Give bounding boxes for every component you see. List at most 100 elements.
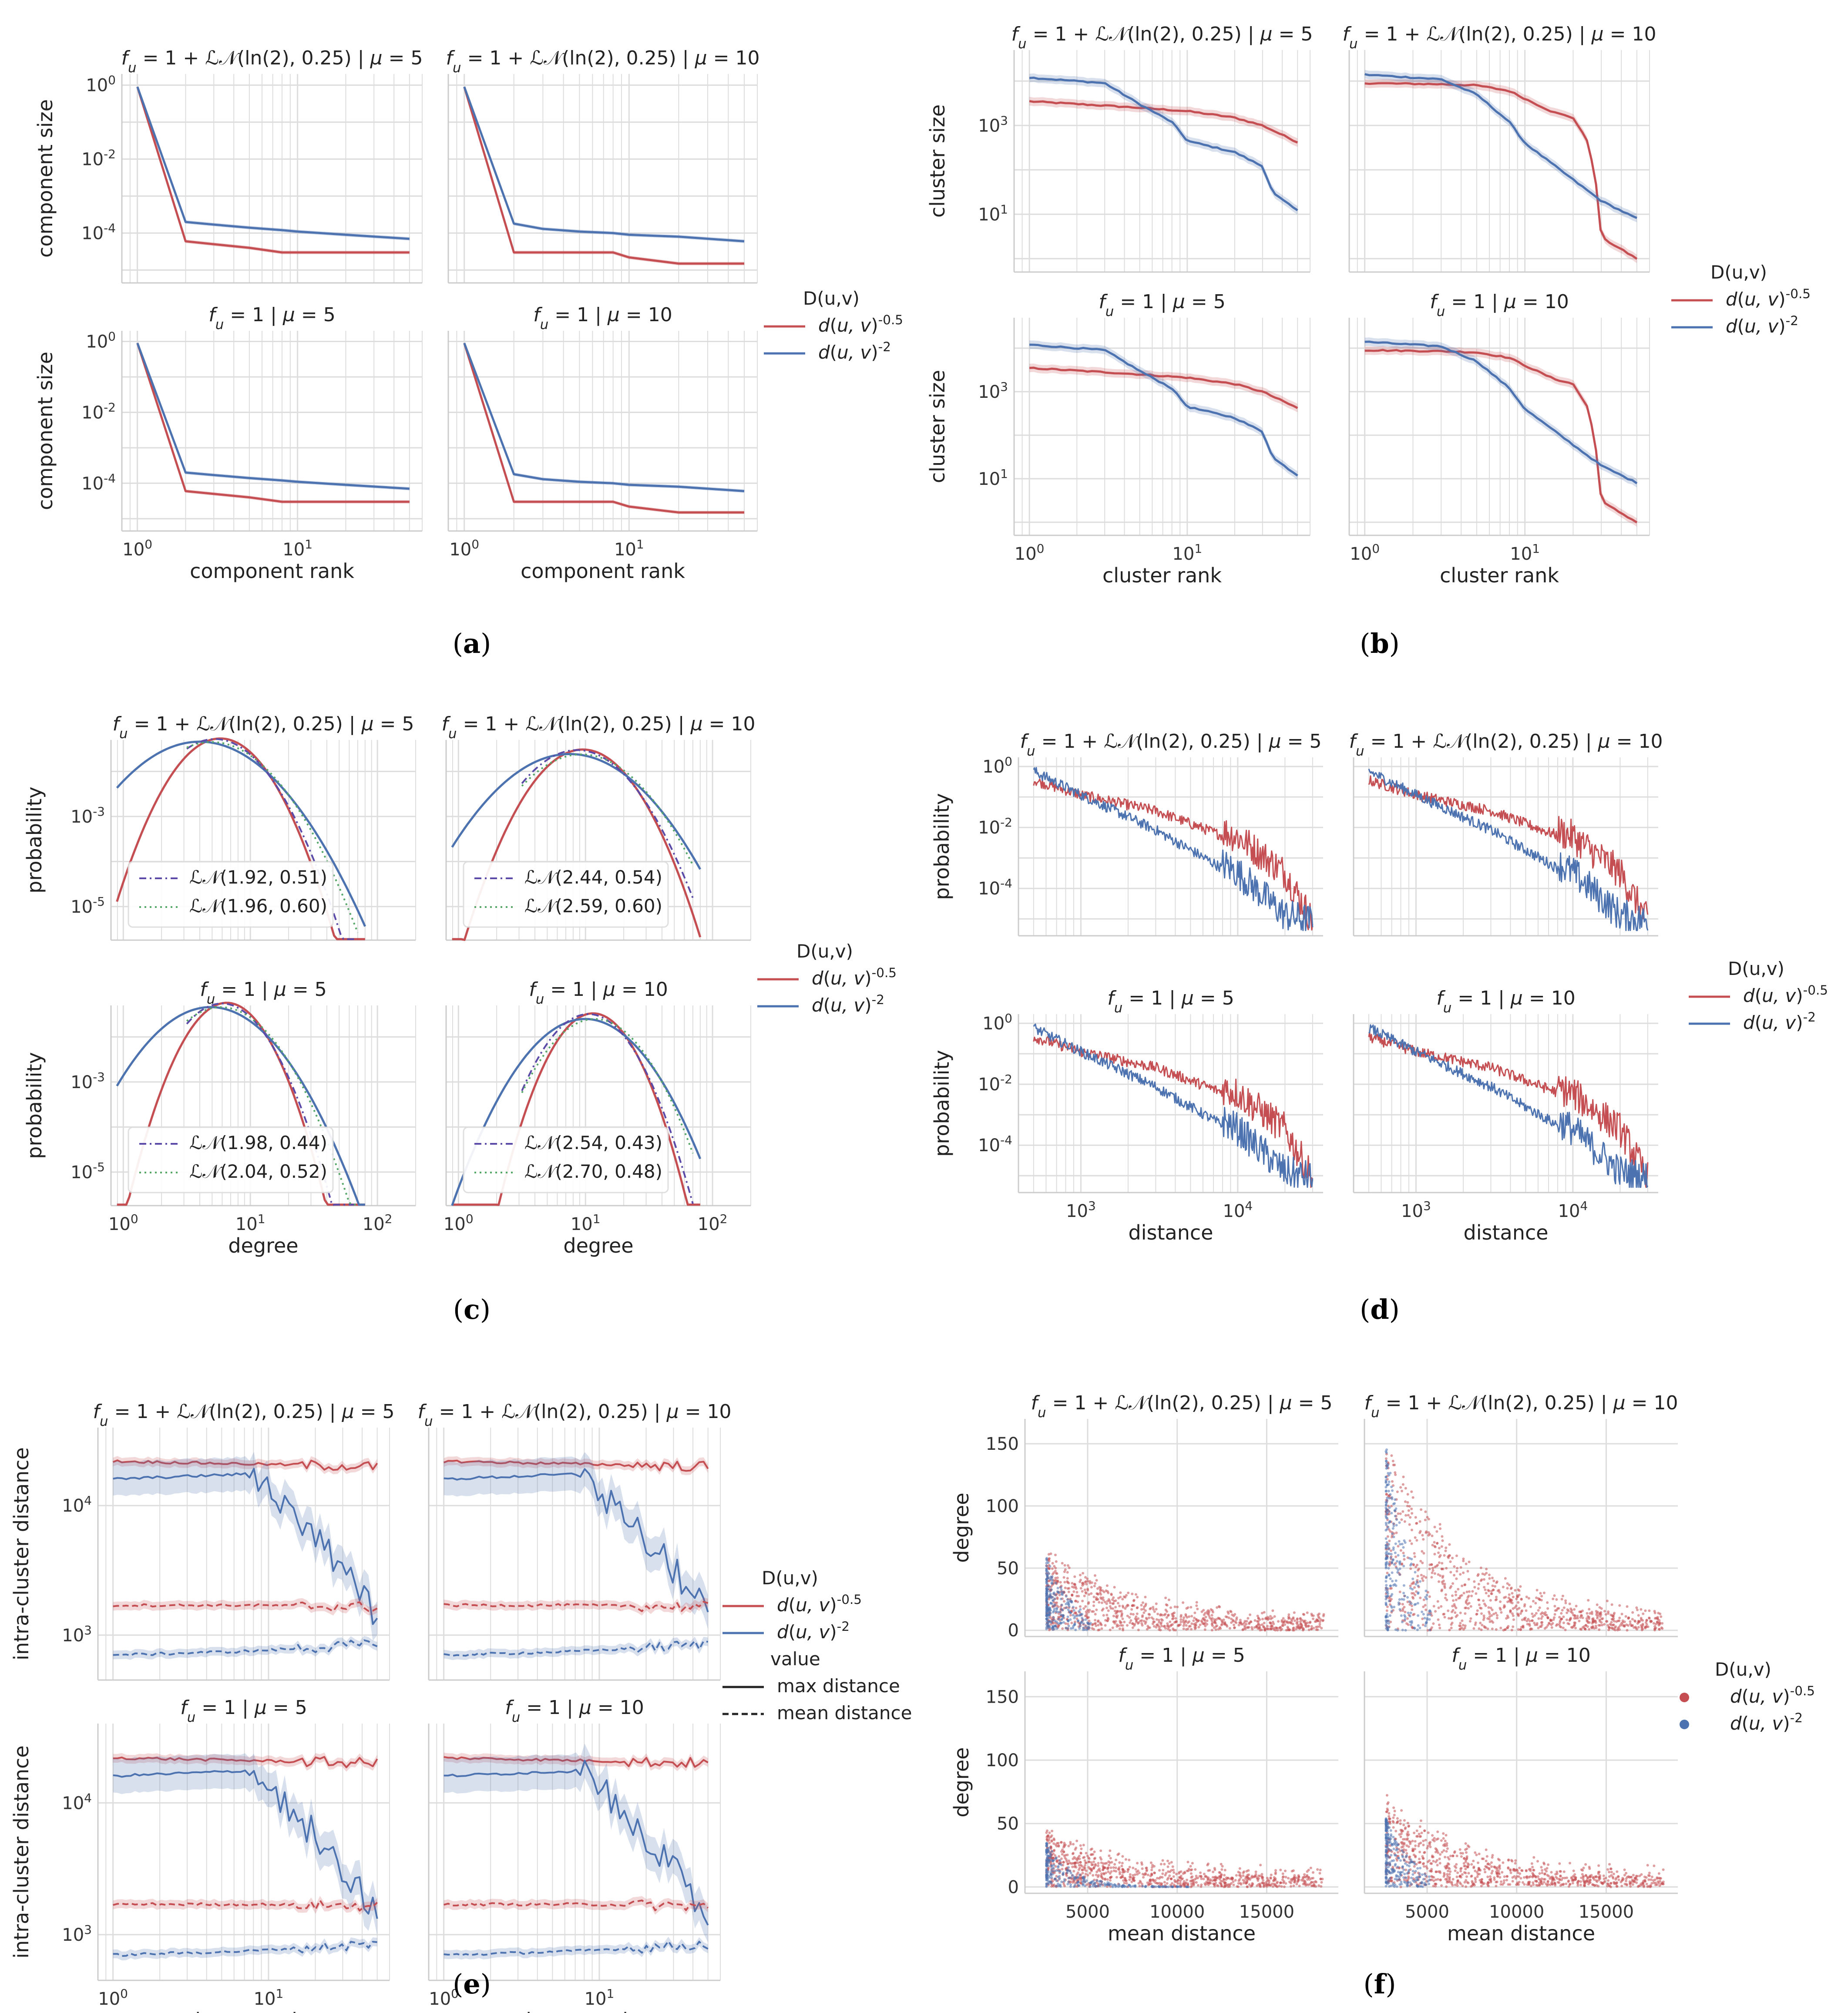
scatter-point-red <box>1555 1624 1558 1627</box>
y-axis-label-part: probability <box>930 1050 954 1156</box>
scatter-point-red <box>1063 1570 1066 1573</box>
scatter-point-blue <box>1424 1596 1427 1599</box>
scatter-point-red <box>1218 1875 1221 1878</box>
scatter-point-red <box>1468 1620 1472 1623</box>
scatter-point-red <box>1315 1620 1318 1623</box>
legend-value-title: value <box>770 1648 820 1670</box>
legend-label-part: u, v <box>1762 985 1796 1006</box>
scatter-point-red <box>1227 1616 1230 1620</box>
legend-label: d(u, v)-0.5 <box>818 313 903 336</box>
subplot-title-3-part: = 1 | <box>544 978 603 1001</box>
scatter-point-red <box>1090 1586 1093 1589</box>
scatter-point-red <box>1085 1612 1088 1615</box>
scatter-point-red <box>1419 1819 1422 1822</box>
scatter-point-red <box>1176 1882 1179 1885</box>
scatter-point-red <box>1220 1623 1223 1626</box>
scatter-point-red <box>1581 1616 1584 1620</box>
scatter-point-red <box>1259 1884 1262 1887</box>
scatter-point-red <box>1491 1576 1494 1579</box>
scatter-point-red <box>1216 1884 1219 1887</box>
scatter-point-red <box>1430 1563 1433 1566</box>
scatter-point-red <box>1185 1624 1188 1627</box>
scatter-point-red <box>1511 1880 1514 1883</box>
subplot-title-3-part: u <box>512 1710 521 1725</box>
y-tick-label-part: 10 <box>71 897 93 917</box>
scatter-point-red <box>1500 1880 1503 1883</box>
scatter-point-blue <box>1052 1619 1055 1622</box>
scatter-point-red <box>1523 1617 1526 1620</box>
scatter-point-red <box>1586 1620 1589 1623</box>
scatter-point-red <box>1110 1870 1113 1873</box>
scatter-point-blue <box>1051 1596 1054 1599</box>
panel-a: fu = 1 + ℒ𝒩(ln(2), 0.25) | μ = 510010-21… <box>34 47 903 583</box>
scatter-point-blue <box>1386 1592 1389 1595</box>
scatter-point-red <box>1278 1884 1281 1887</box>
series-line-blue <box>113 1639 378 1657</box>
scatter-point-red <box>1422 1575 1425 1578</box>
scatter-point-red <box>1084 1605 1087 1608</box>
scatter-point-red <box>1155 1602 1158 1605</box>
scatter-point-red <box>1232 1880 1235 1883</box>
legend-label-part: ) <box>864 968 871 989</box>
scatter-point-red <box>1139 1881 1142 1884</box>
scatter-point-red <box>1401 1603 1404 1606</box>
scatter-point-red <box>1085 1580 1088 1583</box>
scatter-point-red <box>1456 1567 1459 1569</box>
scatter-point-red <box>1250 1876 1253 1879</box>
scatter-point-blue <box>1393 1606 1396 1609</box>
scatter-point-red <box>1199 1871 1202 1874</box>
scatter-point-red <box>1196 1876 1200 1879</box>
legend-label-part: ) <box>1778 289 1785 310</box>
scatter-point-red <box>1656 1618 1659 1621</box>
scatter-point-blue <box>1050 1582 1053 1584</box>
scatter-point-blue <box>1413 1627 1416 1630</box>
series-line-red <box>463 343 744 514</box>
scatter-point-red <box>1394 1473 1397 1476</box>
scatter-point-red <box>1561 1609 1564 1612</box>
scatter-point-red <box>1195 1618 1198 1621</box>
scatter-point-blue <box>1047 1882 1050 1885</box>
scatter-point-red <box>1162 1868 1165 1872</box>
scatter-point-red <box>1106 1878 1109 1881</box>
scatter-point-blue <box>1159 1885 1162 1888</box>
scatter-point-red <box>1171 1617 1174 1620</box>
scatter-point-blue <box>1050 1882 1053 1885</box>
scatter-point-blue <box>1058 1870 1062 1873</box>
legend-label-part: ( <box>1755 1012 1762 1033</box>
series-line-red <box>1029 366 1298 409</box>
scatter-point-red <box>1060 1841 1063 1844</box>
scatter-point-red <box>1237 1879 1240 1882</box>
scatter-point-blue <box>1384 1537 1388 1540</box>
scatter-point-blue <box>1051 1575 1054 1578</box>
scatter-point-red <box>1438 1627 1441 1630</box>
legend-label-part: d <box>818 315 830 336</box>
scatter-point-red <box>1399 1512 1402 1515</box>
scatter-point-red <box>1210 1629 1213 1632</box>
scatter-point-red <box>1131 1604 1134 1607</box>
scatter-point-red <box>1478 1627 1481 1630</box>
scatter-point-red <box>1537 1609 1540 1612</box>
scatter-point-blue <box>1396 1571 1399 1574</box>
scatter-point-red <box>1498 1589 1500 1592</box>
scatter-point-red <box>1618 1604 1621 1607</box>
scatter-point-red <box>1087 1861 1090 1863</box>
scatter-point-red <box>1144 1622 1147 1625</box>
scatter-point-red <box>1436 1600 1439 1603</box>
scatter-point-blue <box>1384 1603 1388 1606</box>
scatter-point-red <box>1418 1520 1421 1523</box>
scatter-point-blue <box>1384 1501 1388 1504</box>
subplot-title-3-part: = 10 <box>620 304 672 326</box>
scatter-point-red <box>1131 1622 1134 1625</box>
scatter-point-red <box>1312 1881 1315 1884</box>
scatter-point-blue <box>1390 1553 1393 1556</box>
subplot-b-1: fu = 1 + ℒ𝒩(ln(2), 0.25) | μ = 5103101cl… <box>926 23 1313 273</box>
scatter-point-red <box>1462 1862 1465 1865</box>
y-tick-label-part: 4 <box>84 1493 92 1508</box>
scatter-point-red <box>1475 1592 1478 1595</box>
scatter-point-red <box>1297 1877 1300 1880</box>
scatter-point-blue <box>1078 1627 1081 1630</box>
scatter-point-red <box>1290 1870 1294 1873</box>
scatter-point-red <box>1431 1854 1434 1857</box>
scatter-point-red <box>1421 1623 1425 1627</box>
scatter-point-red <box>1213 1618 1216 1621</box>
